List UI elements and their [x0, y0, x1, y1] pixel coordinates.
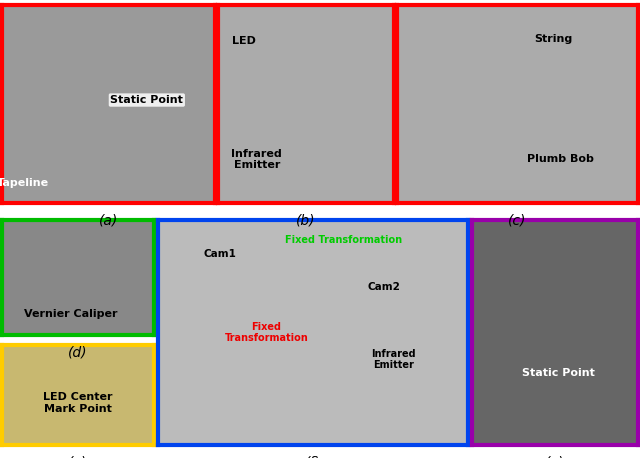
- Text: Infrared
Emitter: Infrared Emitter: [371, 349, 416, 371]
- Text: Tapeline: Tapeline: [0, 178, 49, 188]
- Text: Infrared
Emitter: Infrared Emitter: [231, 149, 282, 170]
- Text: (d): (d): [68, 346, 88, 360]
- Text: Static Point: Static Point: [111, 95, 183, 105]
- Text: (b): (b): [296, 214, 316, 228]
- Text: Cam1: Cam1: [204, 249, 236, 259]
- Text: Static Point: Static Point: [522, 368, 595, 378]
- Text: Fixed Transformation: Fixed Transformation: [285, 235, 403, 245]
- Text: LED Center
Mark Point: LED Center Mark Point: [44, 392, 113, 414]
- Text: Cam2: Cam2: [368, 283, 401, 293]
- Text: (g): (g): [545, 456, 564, 458]
- Text: (a): (a): [99, 214, 118, 228]
- Text: Vernier Caliper: Vernier Caliper: [24, 309, 117, 319]
- Text: Plumb Bob: Plumb Bob: [527, 154, 595, 164]
- Text: Fixed
Transformation: Fixed Transformation: [225, 322, 308, 344]
- Text: (f): (f): [305, 456, 321, 458]
- Text: LED: LED: [232, 36, 257, 46]
- Text: (e): (e): [68, 456, 88, 458]
- Text: (c): (c): [508, 214, 527, 228]
- Text: String: String: [534, 33, 573, 44]
